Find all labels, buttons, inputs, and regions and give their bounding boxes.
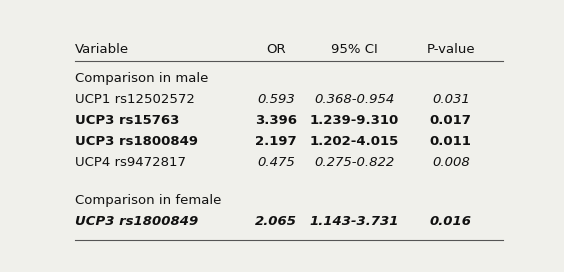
Text: 1.239-9.310: 1.239-9.310 xyxy=(310,114,399,127)
Text: UCP3 rs1800849: UCP3 rs1800849 xyxy=(75,135,198,148)
Text: OR: OR xyxy=(266,43,286,56)
Text: 0.011: 0.011 xyxy=(430,135,472,148)
Text: 0.368-0.954: 0.368-0.954 xyxy=(315,93,395,106)
Text: 0.475: 0.475 xyxy=(257,156,295,169)
Text: 0.008: 0.008 xyxy=(432,156,470,169)
Text: 2.065: 2.065 xyxy=(255,215,297,228)
Text: 0.017: 0.017 xyxy=(430,114,472,127)
Text: 0.016: 0.016 xyxy=(430,215,472,228)
Text: UCP1 rs12502572: UCP1 rs12502572 xyxy=(75,93,195,106)
Text: 1.143-3.731: 1.143-3.731 xyxy=(310,215,399,228)
Text: 95% CI: 95% CI xyxy=(331,43,378,56)
Text: 3.396: 3.396 xyxy=(255,114,297,127)
Text: 2.197: 2.197 xyxy=(255,135,297,148)
Text: 1.202-4.015: 1.202-4.015 xyxy=(310,135,399,148)
Text: 0.593: 0.593 xyxy=(257,93,295,106)
Text: UCP4 rs9472817: UCP4 rs9472817 xyxy=(75,156,186,169)
Text: P-value: P-value xyxy=(426,43,475,56)
Text: Comparison in female: Comparison in female xyxy=(75,194,221,207)
Text: UCP3 rs1800849: UCP3 rs1800849 xyxy=(75,215,198,228)
Text: UCP3 rs15763: UCP3 rs15763 xyxy=(75,114,179,127)
Text: 0.031: 0.031 xyxy=(432,93,470,106)
Text: Variable: Variable xyxy=(75,43,129,56)
Text: Comparison in male: Comparison in male xyxy=(75,72,208,85)
Text: 0.275-0.822: 0.275-0.822 xyxy=(315,156,395,169)
